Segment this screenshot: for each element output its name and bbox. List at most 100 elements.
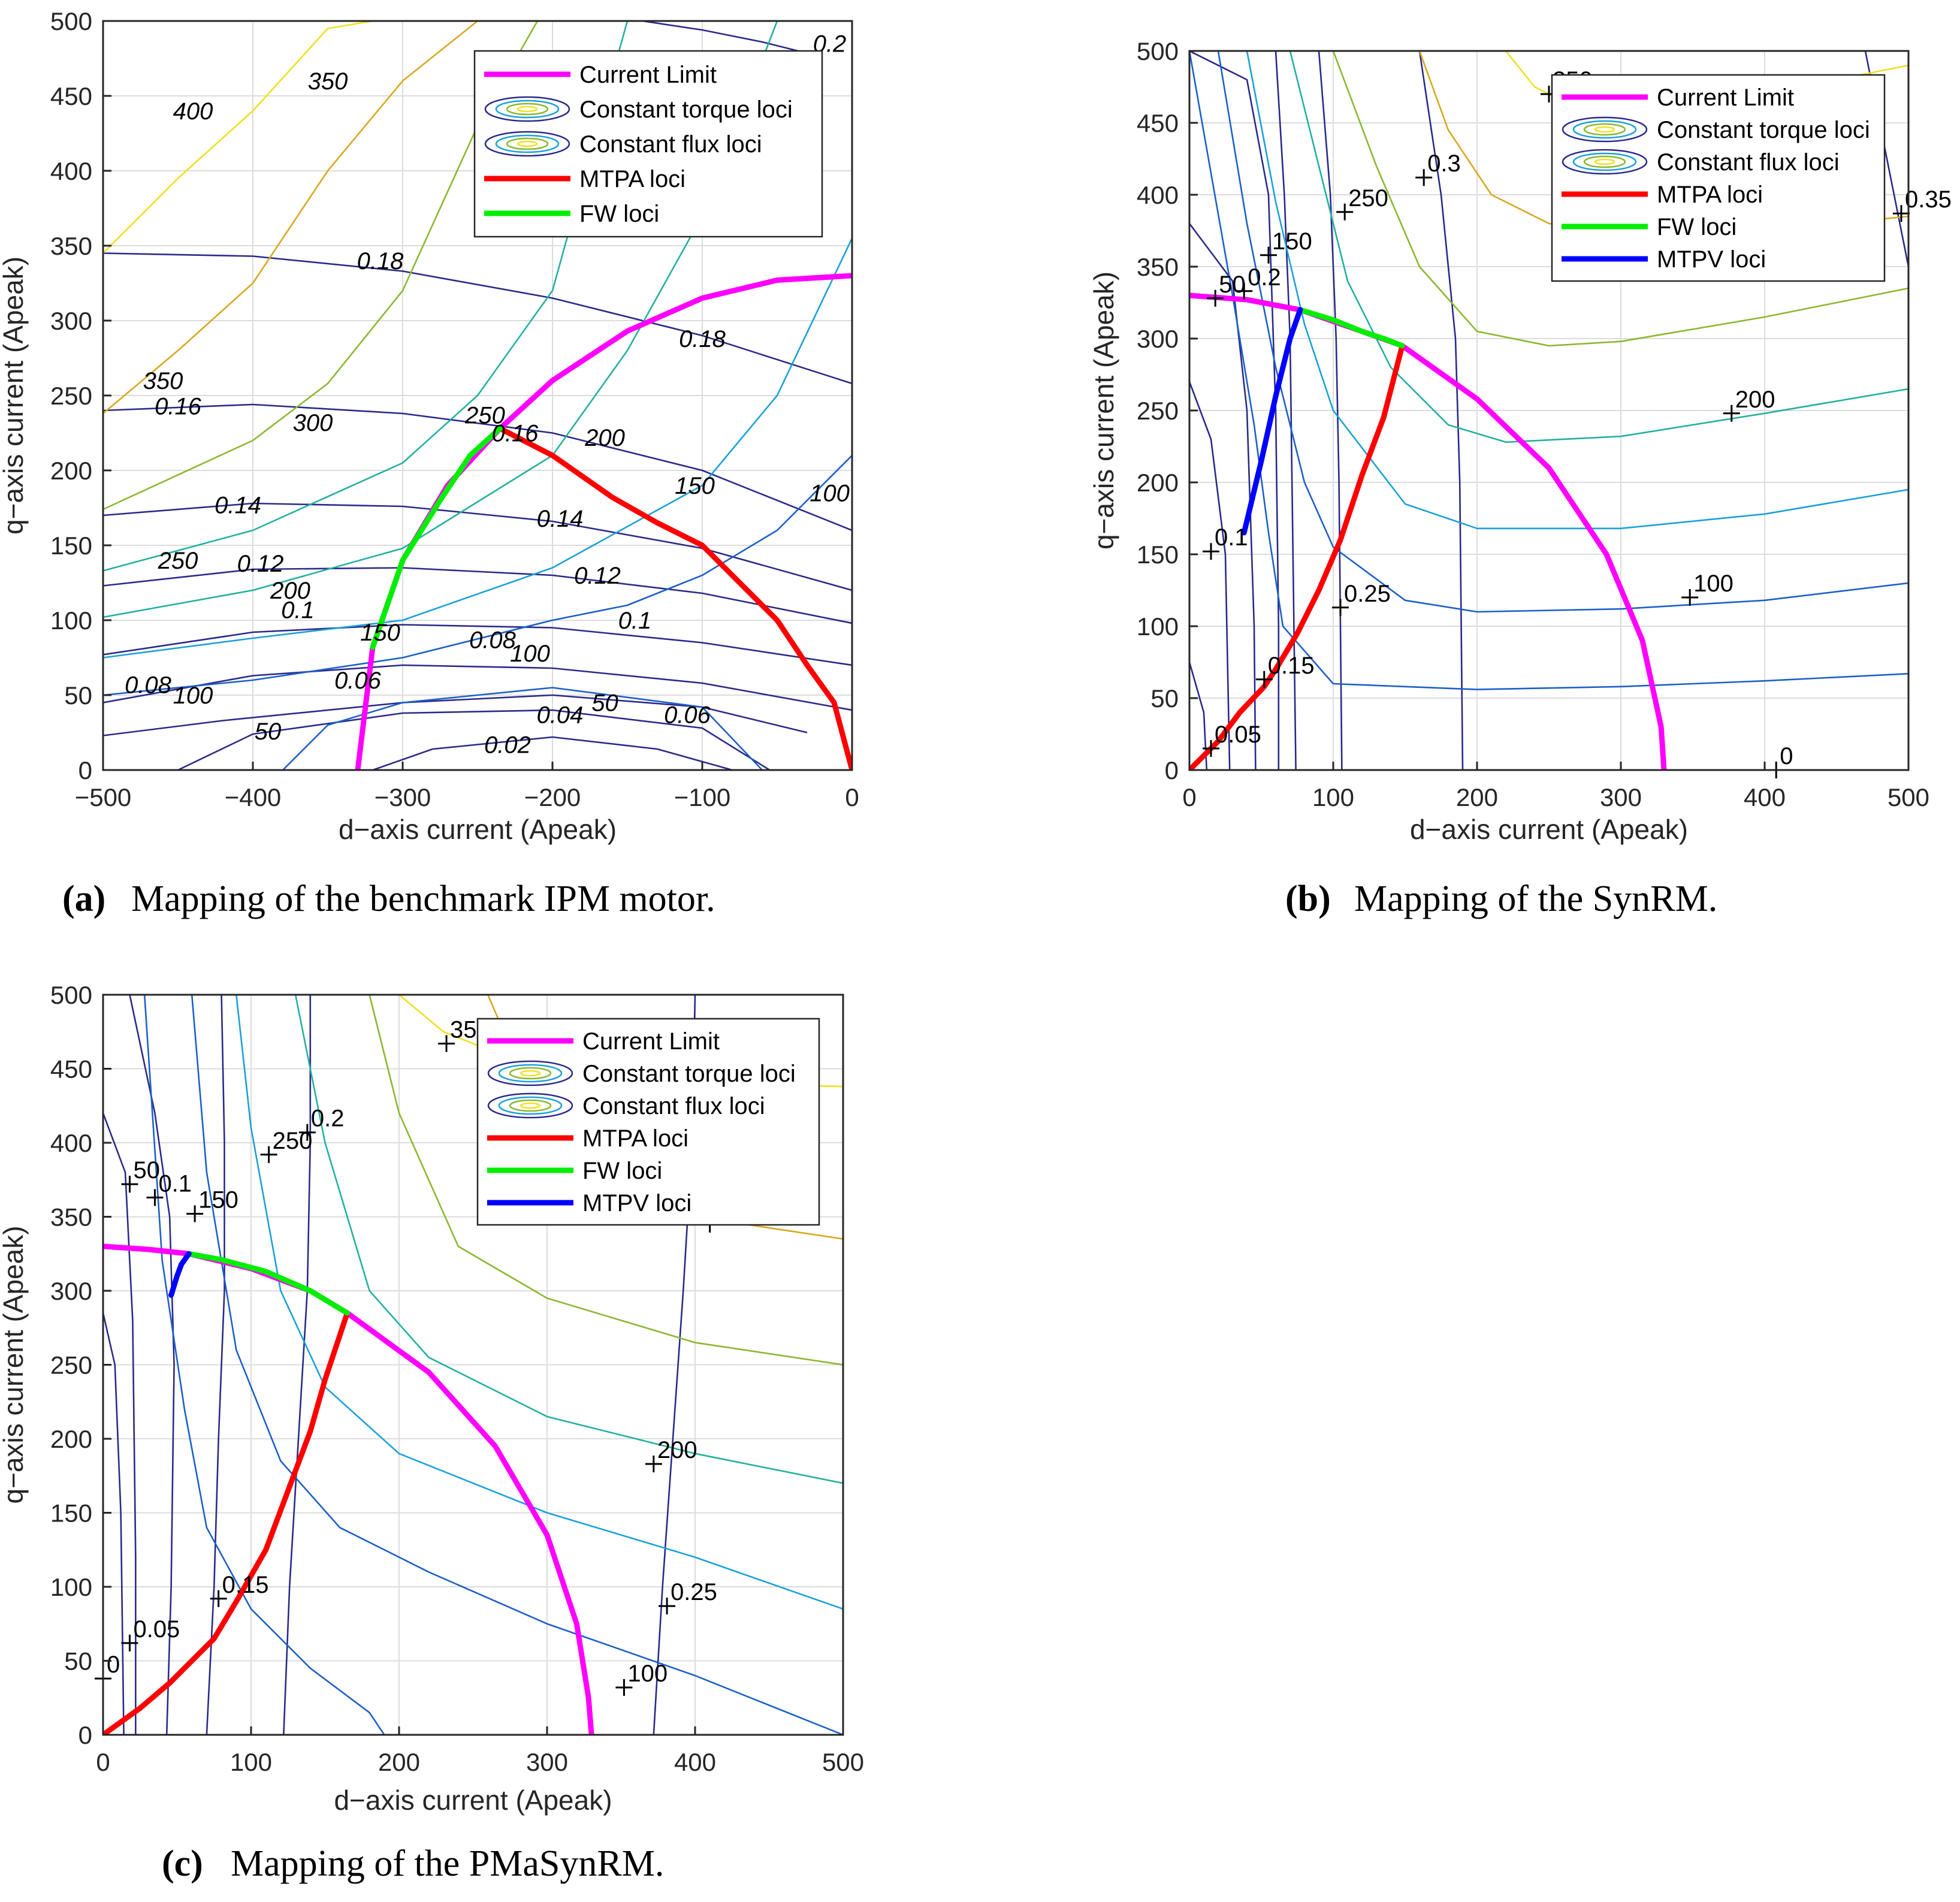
contour-line-200: [294, 995, 843, 1484]
y-tick-label: 450: [1137, 109, 1179, 137]
panel-c-caption-text: Mapping of the PMaSynRM.: [231, 1843, 664, 1884]
y-tick-label: 100: [1137, 612, 1179, 641]
panel-c-pmasynrm-chart: d−axis current (Apeak) q−axis current (A…: [0, 981, 864, 1884]
legend-entry: Constant torque loci: [579, 96, 793, 123]
contour-label: 0.18: [679, 326, 726, 352]
panel-b-y-axis-label: q−axis current (Apeak): [1088, 271, 1119, 550]
contour-line-0: [103, 1312, 125, 1735]
legend-swatch-contour: [484, 96, 570, 122]
contour-label-marker: [1260, 246, 1277, 264]
x-tick-label: 200: [378, 1748, 420, 1776]
contour-label-marker: [659, 1598, 676, 1615]
contour-label: 0.15: [222, 1572, 269, 1598]
contour-label: 250: [158, 548, 198, 574]
y-tick-label: 500: [50, 981, 92, 1009]
series-current_limit-line: [103, 1243, 594, 1735]
legend-swatch-ring: [487, 1092, 573, 1119]
contour-line-150: [235, 995, 843, 1610]
legend-entry: Constant flux loci: [582, 1093, 765, 1119]
contour-label: 0.05: [133, 1616, 180, 1643]
legend-swatch-ring: [506, 102, 549, 116]
contour-label: 350: [143, 368, 183, 394]
y-tick-label: 400: [1137, 181, 1179, 209]
contour-label: 300: [293, 410, 333, 436]
contour-label: 0.2: [1248, 264, 1281, 291]
legend-swatch-ring: [495, 134, 560, 153]
contour-line-350: [103, 21, 478, 414]
contour-label: 0.18: [357, 248, 404, 274]
legend-entry: MTPV loci: [582, 1190, 691, 1216]
contour-label: 0.25: [1344, 581, 1391, 607]
legend-swatch-ring: [498, 1064, 563, 1083]
legend-swatch-ring: [484, 131, 570, 157]
panel-a-caption-text: Mapping of the benchmark IPM motor.: [131, 878, 715, 919]
x-tick-label: −300: [375, 783, 431, 811]
contour-label: 0.3: [1427, 150, 1461, 177]
panel-c-data-layer: [103, 995, 843, 1735]
contour-line-50: [282, 687, 763, 770]
contour-label: 0.16: [155, 394, 202, 420]
contour-label: 0.1: [158, 1170, 192, 1197]
legend-entry: MTPV loci: [1657, 246, 1766, 273]
y-tick-label: 200: [50, 457, 92, 485]
contour-label: 0.1: [281, 597, 315, 624]
panel-a-legend: Current Limit Constant torque loci Constan…: [473, 50, 823, 238]
contour-label: 200: [270, 578, 310, 604]
contour-label: 0.14: [215, 493, 261, 519]
contour-label-marker: [1236, 282, 1253, 300]
panel-a-ipm-motor-chart: d−axis current (Apeak) q−axis current (A…: [0, 7, 859, 919]
legend-swatch-contour: [487, 1060, 573, 1086]
legend-swatch-ring: [1572, 120, 1637, 139]
contour-label: 100: [1693, 570, 1734, 597]
contour-line-150: [103, 237, 852, 659]
series-fw-line: [1297, 307, 1405, 349]
contour-label-marker: [1207, 289, 1224, 307]
panel-b-x-axis-label: d−axis current (Apeak): [1410, 814, 1688, 845]
x-tick-label: 300: [526, 1748, 568, 1776]
contour-line-0.2: [642, 21, 823, 58]
panel-a-data-layer: [103, 21, 852, 770]
legend-entry: Current Limit: [582, 1028, 720, 1055]
y-tick-label: 350: [1137, 253, 1179, 281]
contour-label: 200: [657, 1437, 697, 1463]
contour-label: 0.08: [125, 672, 172, 699]
contour-label-marker: [1203, 543, 1219, 560]
contour-label: 0.06: [334, 668, 382, 694]
legend-entry: Constant flux loci: [1657, 149, 1840, 176]
series-mtpa-line: [497, 425, 852, 770]
contour-line-0.12: [103, 567, 852, 624]
contour-label: 100: [173, 683, 213, 709]
y-tick-label: 100: [50, 1573, 92, 1601]
y-tick-label: 150: [50, 532, 92, 560]
contour-line-100: [191, 995, 843, 1735]
contour-line-0.25: [1318, 51, 1343, 770]
panel-c-x-axis-label: d−axis current (Apeak): [334, 1785, 612, 1816]
contour-label-marker: [146, 1189, 164, 1206]
y-tick-label: 500: [1137, 37, 1179, 65]
x-tick-label: −200: [524, 783, 581, 811]
contour-line-50: [1189, 51, 1908, 690]
legend-entry: Constant torque loci: [582, 1061, 796, 1087]
contour-line-0.08: [103, 664, 852, 711]
contour-label-marker: [1893, 205, 1910, 222]
y-tick-label: 0: [1165, 756, 1179, 784]
series-mtpv-line: [1241, 307, 1303, 536]
y-tick-label: 350: [50, 232, 92, 260]
contour-label: 0.1: [1215, 524, 1248, 551]
legend-swatch-ring: [1583, 155, 1626, 168]
contour-line-0.2: [283, 995, 312, 1735]
y-tick-label: 50: [1150, 684, 1179, 713]
legend-swatch-ring: [1594, 158, 1615, 165]
x-tick-label: 500: [822, 1748, 864, 1776]
contour-label-marker: [1681, 589, 1699, 606]
x-tick-label: 100: [230, 1748, 272, 1776]
x-tick-label: 0: [96, 1748, 110, 1776]
contour-label: 150: [675, 473, 715, 499]
x-tick-label: −400: [225, 783, 282, 811]
contour-label-marker: [438, 1035, 455, 1052]
legend-entry: MTPA loci: [579, 166, 685, 192]
legend-swatch-ring: [484, 96, 570, 122]
contour-label: 0: [1780, 743, 1793, 769]
contour-line-0.3: [1418, 51, 1464, 770]
y-tick-label: 300: [50, 1277, 92, 1305]
